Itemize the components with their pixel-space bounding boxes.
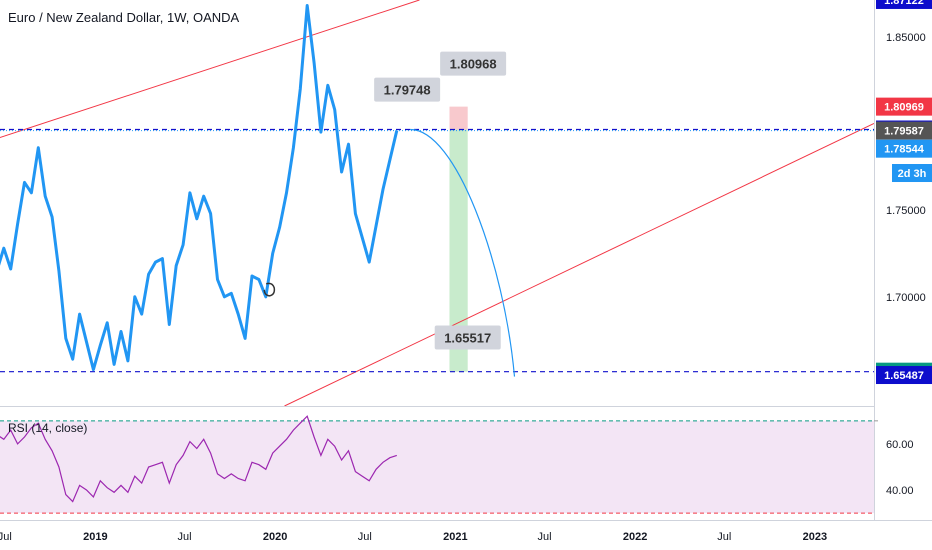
price-tag: 2d 3h	[892, 164, 932, 183]
rsi-title: RSI (14, close)	[8, 421, 88, 435]
price-callout-box	[440, 51, 507, 76]
price-tag: 1.65487	[876, 366, 932, 385]
price-tag-label: 2d 3h	[898, 168, 927, 180]
price-tag-bg	[892, 164, 932, 183]
price-tag-bg	[876, 0, 932, 9]
price-callout-label: 1.79748	[384, 83, 431, 98]
cursor-mark	[263, 282, 276, 297]
price-tag-bg	[876, 121, 932, 140]
x-tick-label: 2019	[83, 531, 107, 543]
price-callout[interactable]: 1.79748	[374, 77, 441, 102]
x-tick-label: Jul	[0, 531, 12, 543]
price-callout[interactable]: 1.80968	[440, 51, 507, 76]
rsi-y-tick-label: 40.00	[886, 485, 914, 497]
price-tag-bg	[876, 139, 932, 158]
price-tag-bg	[876, 97, 932, 116]
price-tag-bg	[876, 366, 932, 385]
rsi-y-tick-label: 60.00	[886, 439, 914, 451]
x-tick-label: 2020	[263, 531, 287, 543]
take-profit-zone	[449, 129, 468, 372]
price-callout-box	[374, 77, 441, 102]
chart-title: Euro / New Zealand Dollar, 1W, OANDA	[8, 10, 240, 25]
price-line	[0, 4, 399, 372]
rsi-pane[interactable]	[0, 415, 874, 514]
x-tick-label: Jul	[358, 531, 372, 543]
rsi-line	[0, 415, 397, 503]
projection-curve[interactable]	[410, 128, 516, 377]
y-tick-label: 1.85000	[886, 32, 926, 44]
lower-channel-line[interactable]	[284, 122, 874, 406]
price-tag-label: 1.80969	[884, 102, 924, 114]
rsi-band	[0, 420, 874, 514]
x-tick-label: 2023	[803, 531, 827, 543]
y-tick-label: 1.70000	[886, 292, 926, 304]
x-tick-label: Jul	[717, 531, 731, 543]
time-axis[interactable]: Jul 2019 Jul 2020 Jul 2021 Jul 2022 Jul 2023	[0, 531, 827, 543]
price-callout[interactable]: 1.65517	[434, 325, 501, 350]
price-tag: 1.79587	[876, 121, 932, 140]
x-tick-label: Jul	[538, 531, 552, 543]
price-axis[interactable]: 1.85000 1.75000 1.70000 60.00 40.00	[874, 32, 926, 497]
price-callout-label: 1.65517	[444, 331, 491, 346]
x-tick-label: 2021	[443, 531, 467, 543]
price-tag-label: 1.65487	[884, 370, 924, 382]
price-tag: 1.78544	[876, 139, 932, 158]
price-tag-label: 1.79587	[884, 126, 924, 138]
stop-loss-zone	[449, 106, 468, 130]
price-callout-label: 1.80968	[450, 57, 497, 72]
x-tick-label: Jul	[177, 531, 191, 543]
price-pane[interactable]: 1.79748 1.80968 1.65517	[0, 0, 874, 406]
price-tag-label: 1.78544	[884, 144, 925, 156]
price-tag-label: 1.87122	[884, 0, 924, 7]
upper-channel-line[interactable]	[0, 0, 420, 141]
price-callout-box	[434, 325, 501, 350]
y-tick-label: 1.75000	[886, 205, 926, 217]
price-tag: 1.87122	[876, 0, 932, 9]
x-tick-label: 2022	[623, 531, 647, 543]
price-tag: 1.80969	[876, 97, 932, 116]
